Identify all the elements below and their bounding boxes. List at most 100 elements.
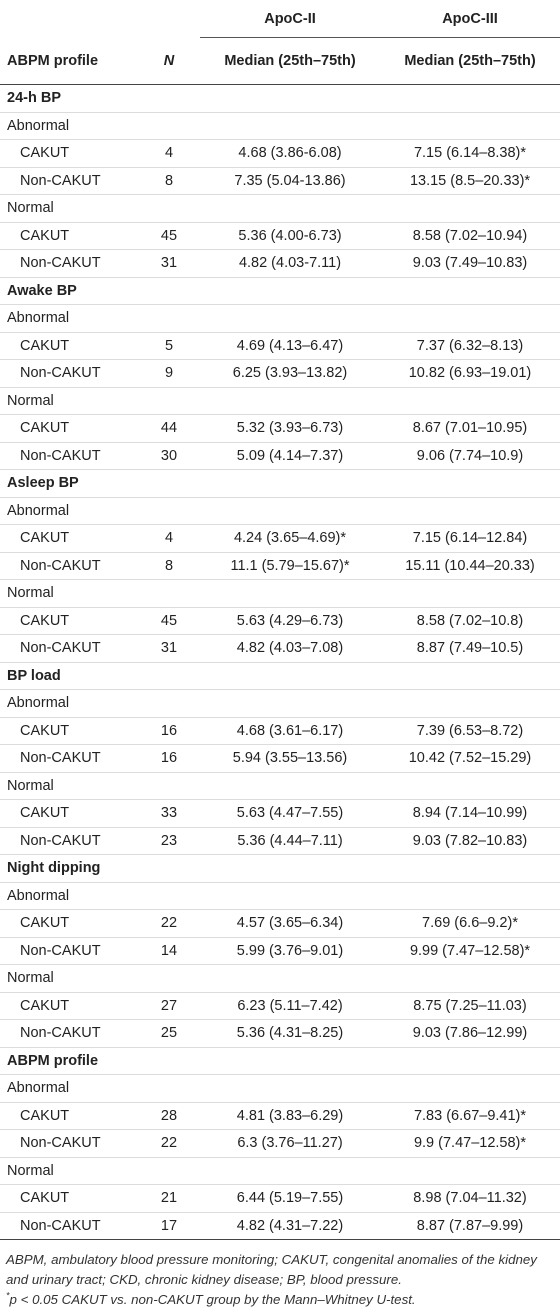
group-row: Normal [0, 194, 560, 223]
table-row: CAKUT 4 4.24 (3.65–4.69)* 7.15 (6.14–12.84) [0, 524, 560, 553]
row-n: 22 [138, 909, 200, 938]
row-n: 45 [138, 222, 200, 250]
row-apoc3: 8.67 (7.01–10.95) [380, 414, 560, 443]
table-row: Non-CAKUT 9 6.25 (3.93–13.82) 10.82 (6.93–1… [0, 359, 560, 388]
row-apoc3: 10.42 (7.52–15.29) [380, 744, 560, 773]
section-row: Asleep BP [0, 469, 560, 498]
row-apoc3: 8.58 (7.02–10.8) [380, 607, 560, 635]
group-row: Abnormal [0, 882, 560, 910]
row-apoc3: 8.98 (7.04–11.32) [380, 1184, 560, 1213]
section-title: BP load [0, 662, 560, 690]
row-apoc3: 7.15 (6.14–12.84) [380, 524, 560, 553]
row-apoc3: 8.87 (7.49–10.5) [380, 634, 560, 663]
row-label: CAKUT [0, 992, 138, 1020]
header-median-apoc2: Median (25th–75th) [200, 37, 380, 85]
row-label: CAKUT [0, 139, 138, 168]
row-n: 33 [138, 799, 200, 828]
section-title: Night dipping [0, 854, 560, 883]
row-apoc3: 9.03 (7.86–12.99) [380, 1019, 560, 1048]
table-row: CAKUT 16 4.68 (3.61–6.17) 7.39 (6.53–8.72) [0, 717, 560, 745]
row-apoc2: 5.99 (3.76–9.01) [200, 937, 380, 965]
group-label: Normal [0, 194, 560, 223]
group-row: Abnormal [0, 304, 560, 333]
header-n: N [138, 37, 200, 85]
group-row: Abnormal [0, 689, 560, 718]
table-row: CAKUT 5 4.69 (4.13–6.47) 7.37 (6.32–8.13) [0, 332, 560, 360]
row-n: 31 [138, 634, 200, 663]
row-apoc3: 9.99 (7.47–12.58)* [380, 937, 560, 965]
table-row: Non-CAKUT 8 7.35 (5.04-13.86) 13.15 (8.5–20… [0, 167, 560, 195]
row-apoc3: 7.69 (6.6–9.2)* [380, 909, 560, 938]
row-apoc3: 8.58 (7.02–10.94) [380, 222, 560, 250]
row-apoc2: 4.68 (3.61–6.17) [200, 717, 380, 745]
row-apoc2: 4.69 (4.13–6.47) [200, 332, 380, 360]
table-row: Non-CAKUT 30 5.09 (4.14–7.37) 9.06 (7.74–10… [0, 442, 560, 470]
row-apoc3: 7.37 (6.32–8.13) [380, 332, 560, 360]
group-label: Abnormal [0, 689, 560, 718]
row-apoc3: 15.11 (10.44–20.33) [380, 552, 560, 580]
row-label: CAKUT [0, 414, 138, 443]
row-apoc2: 5.94 (3.55–13.56) [200, 744, 380, 773]
footnote-significance-text: p < 0.05 CAKUT vs. non-CAKUT group by th… [9, 1292, 416, 1307]
row-n: 28 [138, 1102, 200, 1130]
results-table: ApoC-II ApoC-III ABPM profile N Median (… [0, 0, 560, 1240]
header-abpm-profile: ABPM profile [0, 37, 138, 85]
row-apoc2: 4.81 (3.83–6.29) [200, 1102, 380, 1130]
row-n: 4 [138, 524, 200, 553]
section-title: Asleep BP [0, 469, 560, 498]
row-label: Non-CAKUT [0, 167, 138, 195]
row-apoc2: 5.63 (4.47–7.55) [200, 799, 380, 828]
row-apoc2: 11.1 (5.79–15.67)* [200, 552, 380, 580]
table-row: Non-CAKUT 8 11.1 (5.79–15.67)* 15.11 (10.44… [0, 552, 560, 580]
row-apoc3: 8.87 (7.87–9.99) [380, 1212, 560, 1240]
row-apoc2: 6.3 (3.76–11.27) [200, 1129, 380, 1158]
row-apoc3: 9.06 (7.74–10.9) [380, 442, 560, 470]
row-apoc2: 4.82 (4.03-7.11) [200, 249, 380, 278]
row-n: 21 [138, 1184, 200, 1213]
table-row: Non-CAKUT 25 5.36 (4.31–8.25) 9.03 (7.86–12… [0, 1019, 560, 1048]
row-apoc3: 10.82 (6.93–19.01) [380, 359, 560, 388]
row-n: 45 [138, 607, 200, 635]
row-label: CAKUT [0, 909, 138, 938]
row-n: 16 [138, 744, 200, 773]
row-n: 30 [138, 442, 200, 470]
table-row: CAKUT 21 6.44 (5.19–7.55) 8.98 (7.04–11.32) [0, 1184, 560, 1213]
row-label: Non-CAKUT [0, 634, 138, 663]
row-apoc2: 6.23 (5.11–7.42) [200, 992, 380, 1020]
group-label: Normal [0, 772, 560, 800]
row-n: 8 [138, 167, 200, 195]
row-n: 23 [138, 827, 200, 855]
row-apoc2: 7.35 (5.04-13.86) [200, 167, 380, 195]
row-apoc3: 9.03 (7.49–10.83) [380, 249, 560, 278]
row-apoc2: 4.24 (3.65–4.69)* [200, 524, 380, 553]
row-n: 31 [138, 249, 200, 278]
row-apoc2: 4.82 (4.03–7.08) [200, 634, 380, 663]
group-row: Normal [0, 387, 560, 415]
row-apoc2: 5.36 (4.31–8.25) [200, 1019, 380, 1048]
group-row: Normal [0, 964, 560, 993]
group-row: Abnormal [0, 497, 560, 525]
row-label: Non-CAKUT [0, 1212, 138, 1240]
row-apoc2: 4.68 (3.86-6.08) [200, 139, 380, 168]
row-label: Non-CAKUT [0, 552, 138, 580]
row-n: 22 [138, 1129, 200, 1158]
table-row: Non-CAKUT 31 4.82 (4.03–7.08) 8.87 (7.49–10… [0, 634, 560, 663]
table-row: CAKUT 28 4.81 (3.83–6.29) 7.83 (6.67–9.41)* [0, 1102, 560, 1130]
group-label: Abnormal [0, 882, 560, 910]
header-apoc2: ApoC-II [200, 0, 380, 38]
section-title: 24-h BP [0, 84, 560, 113]
row-label: CAKUT [0, 524, 138, 553]
row-label: Non-CAKUT [0, 442, 138, 470]
row-apoc3: 8.94 (7.14–10.99) [380, 799, 560, 828]
group-label: Normal [0, 579, 560, 608]
row-apoc2: 5.36 (4.44–7.11) [200, 827, 380, 855]
row-apoc2: 5.32 (3.93–6.73) [200, 414, 380, 443]
footnote-significance: *p < 0.05 CAKUT vs. non-CAKUT group by t… [6, 1290, 556, 1310]
group-label: Normal [0, 387, 560, 415]
row-label: CAKUT [0, 332, 138, 360]
row-n: 14 [138, 937, 200, 965]
group-label: Abnormal [0, 112, 560, 140]
section-row: 24-h BP [0, 84, 560, 113]
table-row: CAKUT 22 4.57 (3.65–6.34) 7.69 (6.6–9.2)* [0, 909, 560, 938]
section-row: ABPM profile [0, 1047, 560, 1075]
